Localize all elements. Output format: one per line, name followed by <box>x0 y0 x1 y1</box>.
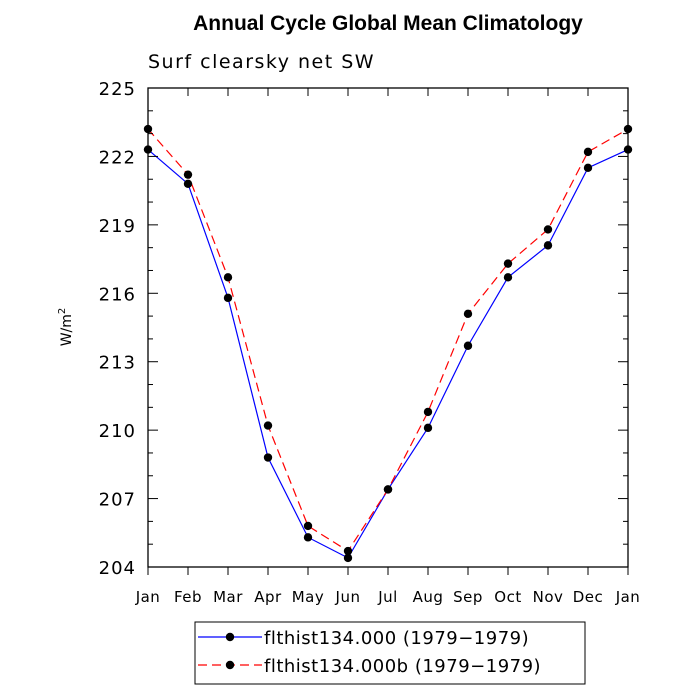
series-2-point <box>263 421 273 430</box>
x-tick-label: Oct <box>494 588 521 606</box>
y-axis-label-exponent: 2 <box>57 308 68 314</box>
series-2-point <box>183 170 193 179</box>
x-tick-label: Jun <box>335 588 361 606</box>
series-2-point <box>423 407 433 417</box>
series-1-point <box>303 533 313 542</box>
x-tick-label: Feb <box>174 588 202 606</box>
series-2-point <box>223 273 233 282</box>
x-tick-label: Nov <box>533 588 564 606</box>
legend-label-2: flthist134.000b (1979−1979) <box>264 656 541 677</box>
chart-subtitle: Surf clearsky net SW <box>148 51 375 73</box>
series-2-point <box>583 147 593 157</box>
legend-marker-2 <box>225 660 235 670</box>
series-2-point <box>343 546 353 556</box>
series-1-point <box>543 241 553 250</box>
x-tick-label: Jan <box>615 588 641 606</box>
y-tick-label: 216 <box>99 284 136 305</box>
series-1-point <box>223 293 233 303</box>
y-tick-label: 219 <box>99 216 136 237</box>
series-line-1 <box>147 149 629 559</box>
x-tick-label: Jul <box>377 588 398 606</box>
y-tick-label: 207 <box>99 490 136 511</box>
y-tick-label: 225 <box>99 79 136 100</box>
series-1-point <box>583 163 593 173</box>
x-tick-label: May <box>292 588 325 606</box>
series-2-point <box>383 485 393 494</box>
y-axis-label-units: W/m <box>59 314 75 346</box>
x-tick-label: Jan <box>135 588 161 606</box>
y-tick-label: 222 <box>99 147 136 168</box>
legend: flthist134.000 (1979−1979) flthist134.000… <box>194 621 586 685</box>
series-2-point <box>503 259 513 268</box>
chart-title: Annual Cycle Global Mean Climatology <box>193 12 583 35</box>
y-axis-label: W/m2 <box>57 308 75 347</box>
series-1-point <box>503 273 513 282</box>
series-1-point <box>343 553 353 563</box>
x-tick-label: Apr <box>254 588 282 606</box>
y-tick-label: 204 <box>99 558 136 579</box>
plot-frame <box>147 87 629 568</box>
y-tick-label: 210 <box>99 421 136 442</box>
series-2-point <box>303 521 313 531</box>
legend-label-1: flthist134.000 (1979−1979) <box>264 628 529 649</box>
x-tick-label: Dec <box>573 588 604 606</box>
series-1-point <box>463 341 473 350</box>
x-tick-label: Aug <box>413 588 444 606</box>
series-1-point <box>423 423 433 433</box>
legend-box <box>194 621 586 685</box>
x-tick-label: Mar <box>213 588 243 606</box>
series-2-point <box>463 309 473 319</box>
series-1-point <box>183 179 193 188</box>
x-tick-label: Sep <box>453 588 483 606</box>
legend-marker-1 <box>225 632 235 642</box>
y-tick-label: 213 <box>99 353 136 374</box>
series-1-point <box>263 453 273 462</box>
series-2-point <box>543 225 553 234</box>
